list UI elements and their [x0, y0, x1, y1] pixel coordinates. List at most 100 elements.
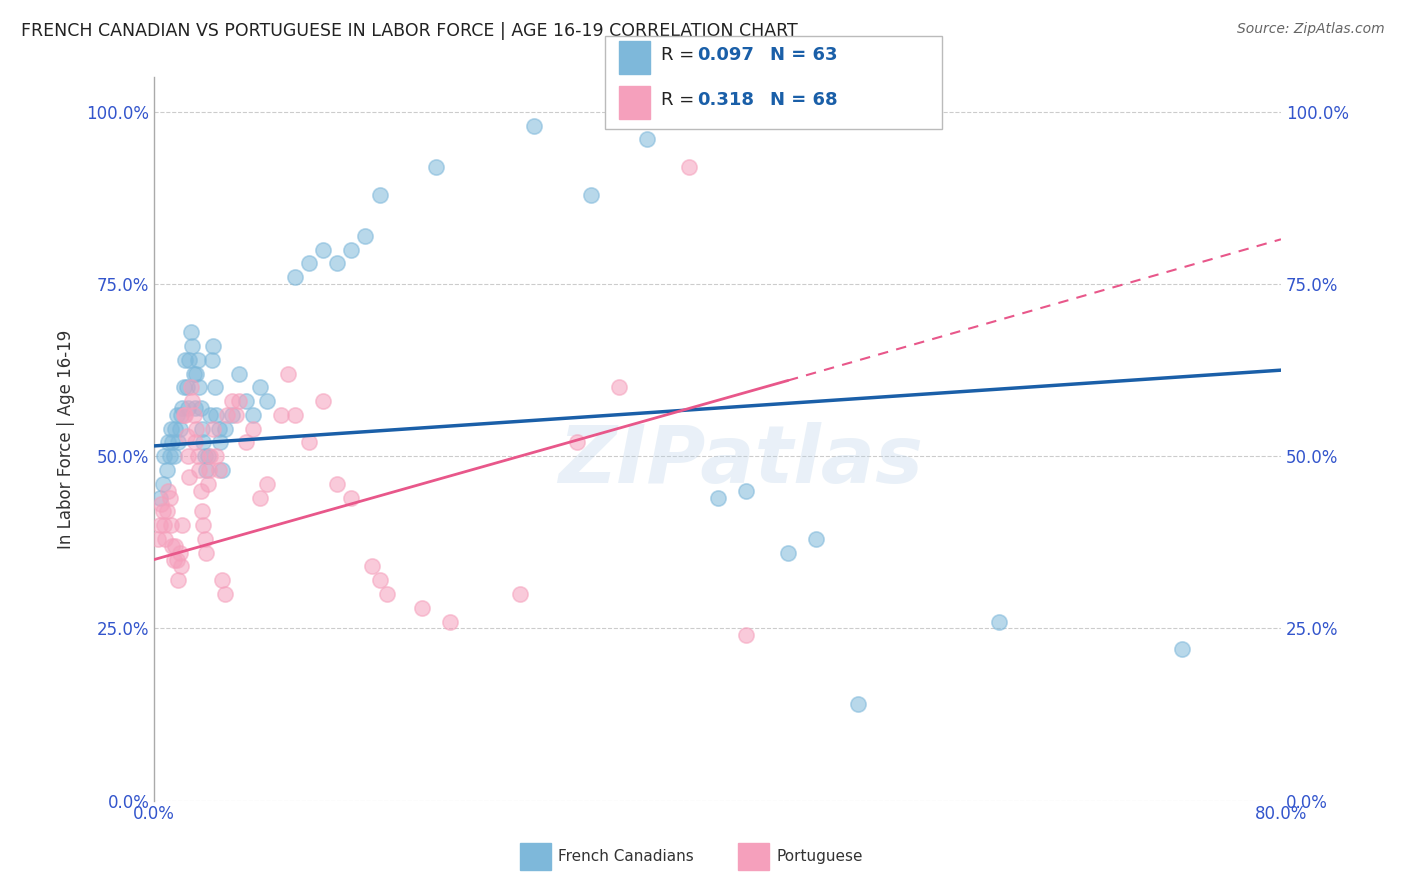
Point	[183, 408, 205, 422]
Point	[187, 352, 209, 367]
Point	[184, 401, 207, 415]
Point	[188, 380, 211, 394]
Point	[173, 380, 195, 394]
Point	[411, 600, 433, 615]
Point	[169, 422, 191, 436]
Point	[200, 449, 222, 463]
Point	[204, 380, 226, 394]
Point	[200, 408, 222, 422]
Point	[162, 539, 184, 553]
Point	[163, 449, 186, 463]
Point	[312, 394, 335, 409]
Point	[172, 518, 194, 533]
Point	[198, 463, 221, 477]
Point	[170, 408, 193, 422]
Point	[1171, 642, 1194, 657]
Point	[678, 160, 700, 174]
Point	[249, 380, 271, 394]
Text: 0.097: 0.097	[697, 45, 754, 64]
Point	[190, 483, 212, 498]
Point	[195, 463, 218, 477]
Point	[190, 401, 212, 415]
Text: Portuguese: Portuguese	[776, 849, 863, 863]
Point	[235, 435, 257, 450]
Point	[177, 449, 200, 463]
Point	[211, 463, 233, 477]
Point	[326, 256, 349, 270]
Point	[439, 615, 461, 629]
Text: R =: R =	[661, 91, 700, 109]
Point	[340, 491, 363, 505]
Point	[194, 532, 217, 546]
Y-axis label: In Labor Force | Age 16-19: In Labor Force | Age 16-19	[58, 329, 75, 549]
Point	[368, 573, 391, 587]
Point	[270, 408, 292, 422]
Point	[153, 449, 176, 463]
Point	[180, 326, 202, 340]
Text: 0.318: 0.318	[697, 91, 755, 109]
Point	[173, 408, 195, 422]
Point	[425, 160, 447, 174]
Point	[177, 401, 200, 415]
Point	[162, 435, 184, 450]
Point	[166, 552, 188, 566]
Text: French Canadians: French Canadians	[558, 849, 695, 863]
Point	[167, 573, 190, 587]
Point	[176, 380, 198, 394]
Point	[256, 476, 278, 491]
Text: R =: R =	[661, 45, 700, 64]
Point	[340, 243, 363, 257]
Point	[228, 394, 250, 409]
Point	[159, 491, 181, 505]
Point	[214, 422, 236, 436]
Point	[607, 380, 630, 394]
Point	[242, 422, 264, 436]
Point	[194, 449, 217, 463]
Point	[193, 435, 215, 450]
Point	[181, 394, 204, 409]
Point	[326, 476, 349, 491]
Point	[179, 352, 201, 367]
Point	[155, 532, 177, 546]
Point	[217, 408, 239, 422]
Point	[184, 435, 207, 450]
Point	[197, 449, 219, 463]
Point	[202, 422, 225, 436]
Point	[188, 463, 211, 477]
Point	[225, 408, 247, 422]
Point	[179, 470, 201, 484]
Point	[152, 504, 174, 518]
Point	[156, 463, 179, 477]
Point	[160, 518, 183, 533]
Point	[174, 352, 197, 367]
Point	[375, 587, 398, 601]
Point	[848, 697, 870, 711]
Point	[170, 559, 193, 574]
Text: Source: ZipAtlas.com: Source: ZipAtlas.com	[1237, 22, 1385, 37]
Point	[312, 243, 335, 257]
Point	[277, 367, 299, 381]
Text: N = 68: N = 68	[770, 91, 838, 109]
Point	[172, 401, 194, 415]
Point	[208, 422, 231, 436]
Point	[221, 408, 243, 422]
Point	[183, 367, 205, 381]
Point	[368, 187, 391, 202]
Point	[205, 408, 228, 422]
Point	[156, 504, 179, 518]
Point	[159, 449, 181, 463]
Point	[298, 256, 321, 270]
Point	[988, 615, 1011, 629]
Point	[186, 367, 208, 381]
Point	[298, 435, 321, 450]
Point	[165, 539, 187, 553]
Point	[148, 532, 170, 546]
Point	[228, 367, 250, 381]
Point	[361, 559, 384, 574]
Point	[205, 449, 228, 463]
Point	[195, 546, 218, 560]
Point	[180, 380, 202, 394]
Point	[176, 428, 198, 442]
Point	[214, 587, 236, 601]
Text: N = 63: N = 63	[770, 45, 838, 64]
